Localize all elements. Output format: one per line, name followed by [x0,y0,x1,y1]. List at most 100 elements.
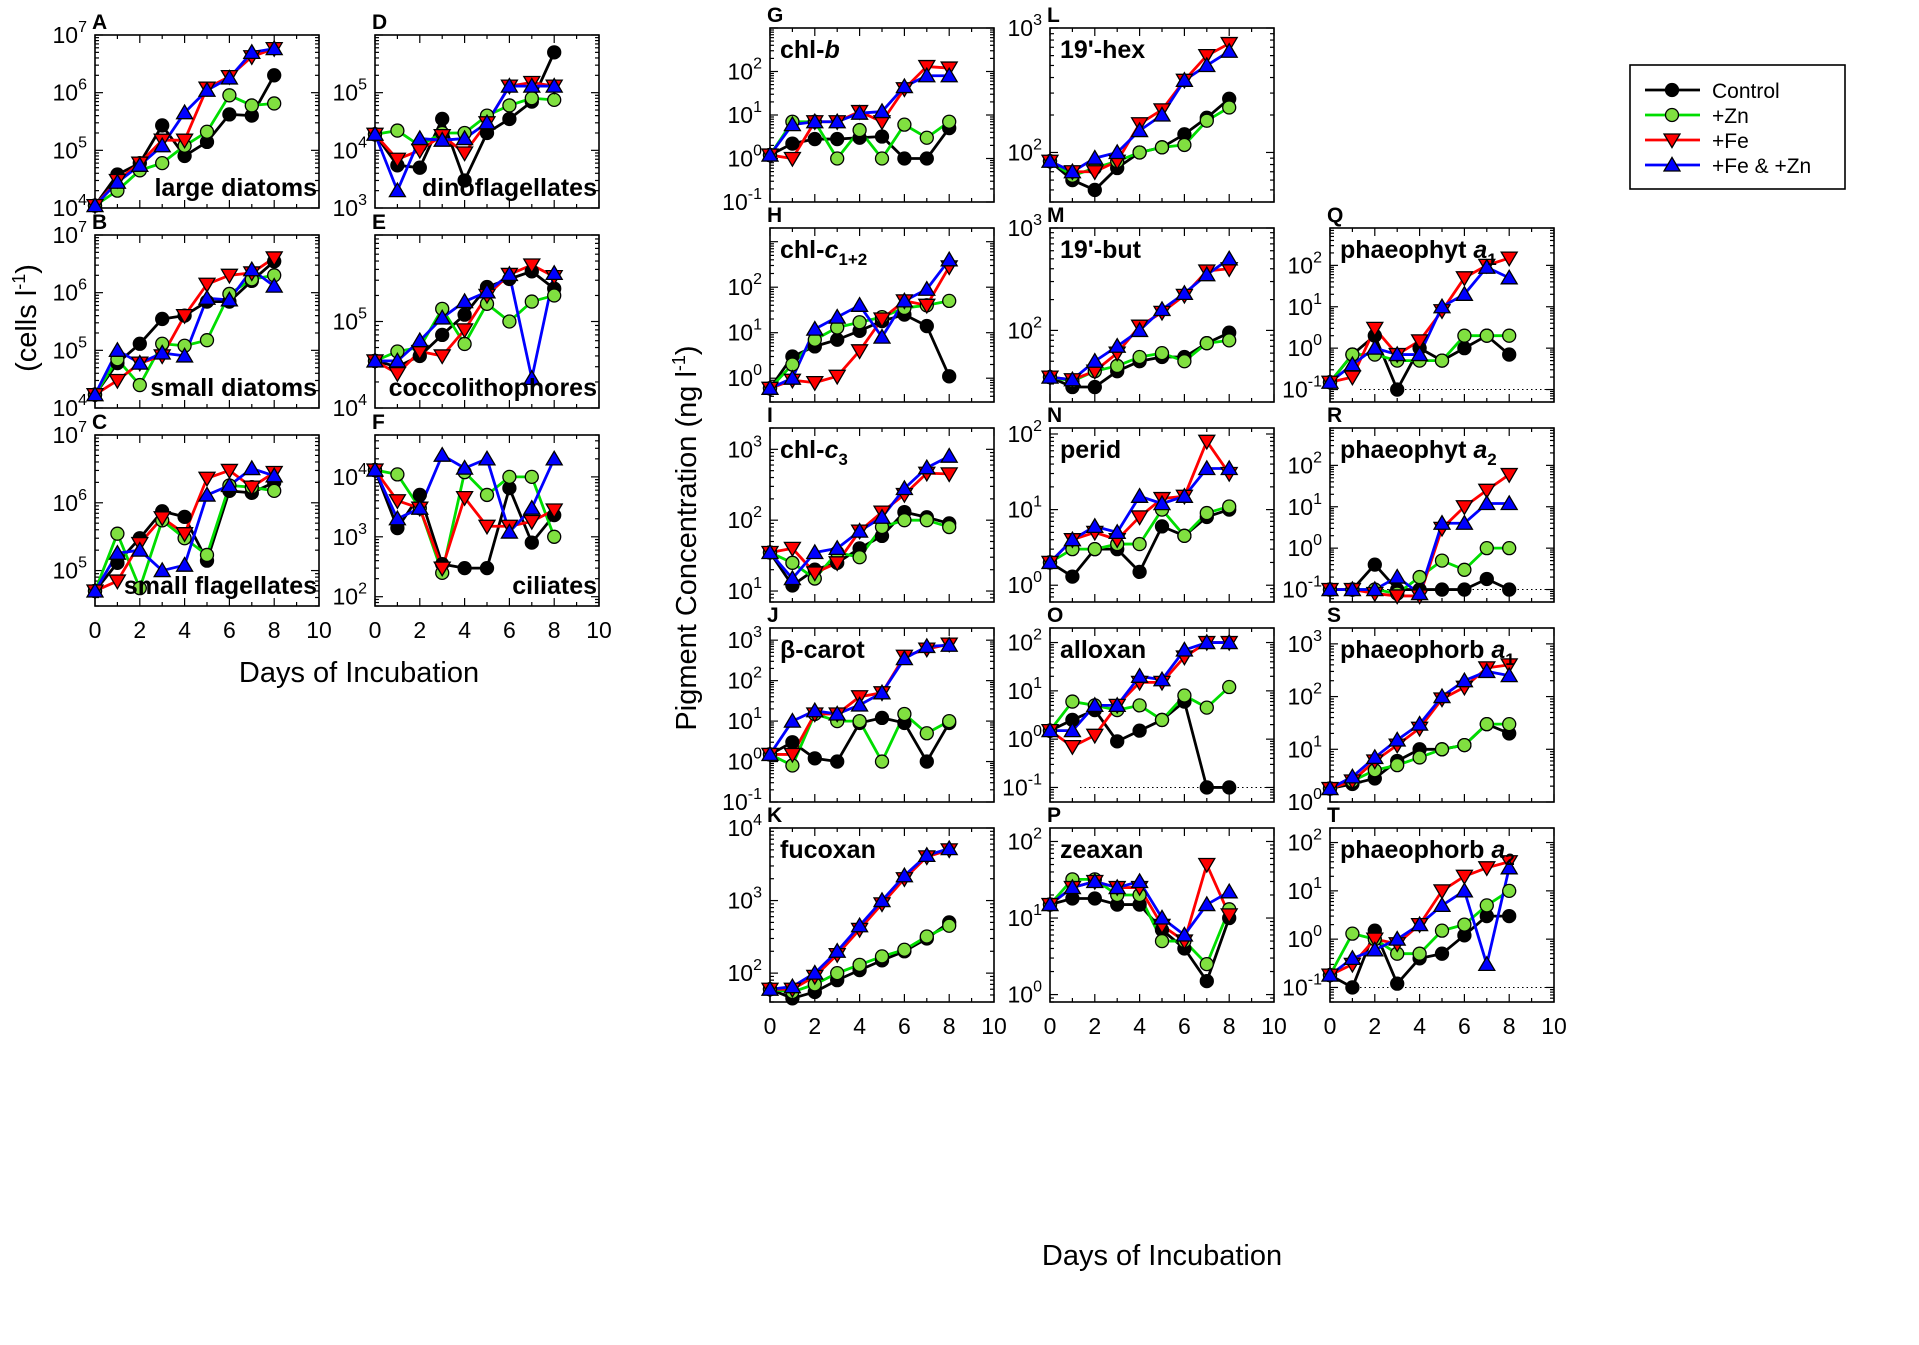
data-point--fe-zn-8 [1220,633,1239,650]
data-point--fe-zn-3 [153,344,172,360]
data-point--zn-1 [1065,694,1080,709]
data-point--zn-5 [199,547,215,563]
data-point-control-7 [1199,973,1214,989]
x-tick-label: 4 [178,617,191,643]
y-tick-base: 10 [1008,497,1034,523]
data-point--zn-6 [1457,737,1472,753]
panel-title-main: phaeophyt [1340,436,1473,464]
data-point--fe-zn-7 [917,846,936,862]
y-tick-exponent: 4 [358,134,367,151]
data-point-control-7 [1199,780,1214,795]
y-tick-exponent: -1 [1308,971,1322,988]
y-tick-base: 10 [722,789,748,815]
data-point--fe-zn-4 [175,347,194,363]
data-point--fe-zn-6 [1455,514,1474,530]
data-point--zn-8 [267,483,282,498]
data-point--fe-2 [805,566,824,582]
panel-title: phaeophorb a2 [1340,836,1515,869]
y-tick-label: 105 [333,306,368,335]
data-point--fe-zn-5 [1432,687,1452,704]
x-tick-label: 8 [1503,1013,1516,1039]
y-tick-exponent: 5 [358,77,367,94]
panel-letter: K [767,804,782,827]
data-point--fe-zn-2 [1085,352,1104,368]
y-tick-base: 10 [728,960,754,986]
data-point--zn-8 [547,529,562,544]
data-point--fe-zn-8 [1220,42,1239,58]
data-point--zn-6 [1177,688,1192,703]
y-tick-exponent: 2 [1033,418,1042,435]
data-point-control-7 [524,535,539,550]
data-point--fe-zn-6 [220,476,239,493]
panel-title-main: zeaxan [1060,836,1143,864]
panel-title-italic: b [824,36,839,64]
panel-title: 19'-but [1060,236,1142,264]
data-point--fe-zn-4 [1410,345,1429,362]
panel-title: chl-c1+2 [780,236,867,269]
data-point--fe-zn-2 [1085,149,1104,165]
data-point-control-3 [155,118,170,133]
data-point--fe-zn-5 [477,449,497,466]
y-tick-label: 100 [1008,569,1043,598]
data-point--fe-6 [1455,869,1474,886]
y-tick-label: 102 [1008,418,1043,447]
x-tick-label: 0 [764,1013,777,1039]
data-point-control-1 [1345,980,1360,995]
data-point--zn-6 [1457,917,1472,932]
y-tick-base: 10 [1288,452,1314,478]
panel-letter: G [767,4,783,27]
data-point--zn-7 [1199,113,1214,128]
data-point--fe-zn-8 [940,66,959,83]
panel-title: coccolithophores [389,374,597,402]
data-point--zn-6 [502,98,517,113]
data-point--fe-zn-3 [433,309,452,325]
legend-label: +Fe [1712,130,1749,153]
y-tick-label: 100 [728,746,763,775]
panel-letter: L [1047,4,1060,27]
data-point--fe-3 [433,561,452,578]
y-tick-base: 10 [333,137,359,163]
data-point--zn-4 [852,315,867,330]
data-point-control-6 [1457,341,1472,356]
y-tick-base: 10 [728,668,754,694]
panel-title-main: 19'-hex [1060,36,1145,64]
data-point--fe-zn-1 [783,369,802,385]
data-point--zn-1 [390,467,405,482]
y-tick-label: 106 [53,487,88,516]
data-point--fe-zn-1 [1063,370,1082,387]
data-point--fe-zn-7 [1197,265,1216,282]
data-point--fe-zn-8 [940,636,959,652]
data-point--fe-zn-1 [1063,162,1082,179]
data-point--zn-4 [852,713,867,729]
data-point--fe-zn-4 [1410,584,1429,601]
y-tick-exponent: 0 [753,746,762,763]
y-tick-base: 10 [728,578,754,604]
y-tick-base: 10 [333,195,359,221]
data-point--fe-zn-0 [1040,721,1060,738]
y-tick-base: 10 [53,395,79,421]
data-point--fe-zn-2 [1085,517,1104,534]
y-tick-label: 103 [1288,628,1323,657]
data-point--fe-zn-5 [1152,909,1172,925]
data-point--fe-zn-8 [1500,494,1519,511]
data-point-control-1 [785,735,800,750]
data-point--fe-zn-1 [108,341,127,357]
data-point--zn-7 [1199,956,1214,972]
panel-title-subscript: 1+2 [838,250,867,269]
data-point--fe-zn-1 [1063,530,1082,547]
data-point--zn-4 [852,122,867,138]
data-point--fe-zn-8 [940,447,959,463]
data-point-control-4 [1132,564,1147,580]
x-tick-label: 2 [1088,1013,1101,1039]
data-point--fe-5 [1432,884,1452,900]
y-tick-label: 106 [53,277,88,306]
y-tick-base: 10 [728,365,754,391]
y-tick-base: 10 [1002,774,1028,800]
data-point-control-8 [1502,347,1517,362]
data-point--fe-1 [1063,739,1082,756]
y-tick-exponent: 6 [78,277,87,294]
data-point--zn-7 [244,98,259,113]
